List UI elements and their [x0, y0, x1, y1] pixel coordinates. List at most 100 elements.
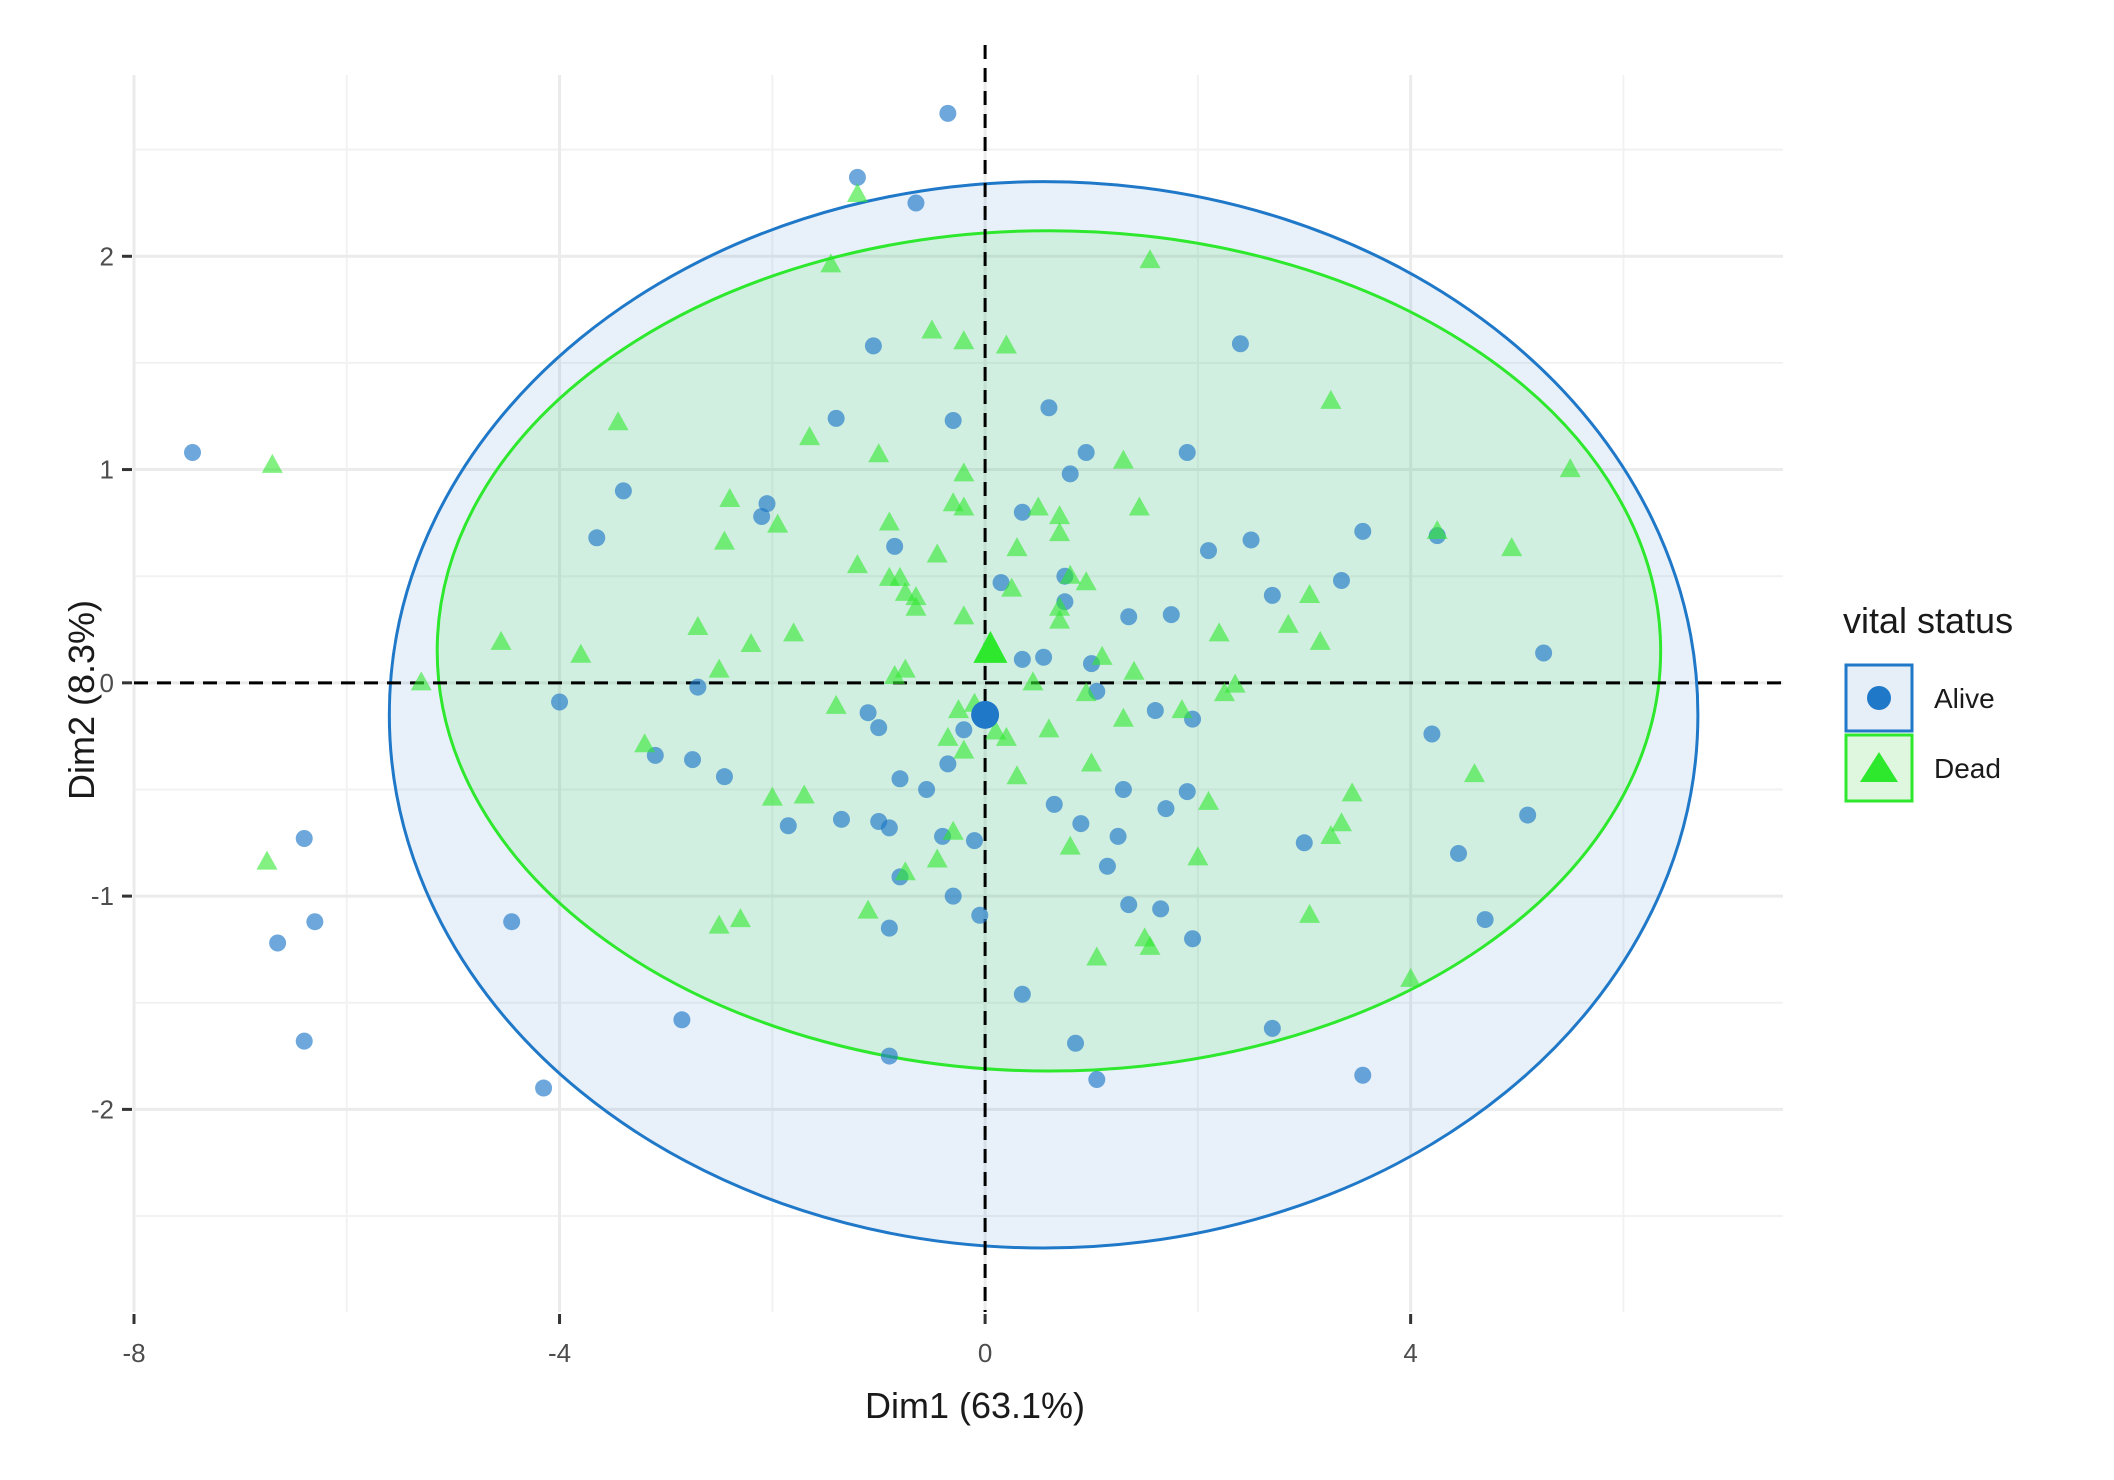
- point-alive: [184, 443, 202, 461]
- x-tick-label: -4: [548, 1338, 571, 1368]
- point-alive: [891, 770, 909, 788]
- point-alive: [1423, 725, 1441, 743]
- point-dead: [1330, 812, 1352, 832]
- point-dead: [1309, 630, 1331, 650]
- point-dead: [1059, 564, 1081, 584]
- point-dead: [793, 784, 815, 804]
- point-dead: [995, 334, 1017, 354]
- point-dead: [767, 513, 789, 533]
- y-tick-label: 1: [100, 455, 114, 485]
- point-dead: [740, 633, 762, 653]
- point-dead: [953, 496, 975, 516]
- point-dead: [1080, 752, 1102, 772]
- point-dead: [1213, 682, 1235, 702]
- point-dead: [884, 665, 906, 685]
- point-dead: [1059, 835, 1081, 855]
- point-alive: [614, 482, 632, 500]
- point-dead: [953, 739, 975, 759]
- point-dead: [1038, 718, 1060, 738]
- point-alive: [1295, 834, 1313, 852]
- point-dead: [1049, 522, 1071, 542]
- point-dead: [857, 899, 879, 919]
- point-dead: [1463, 763, 1485, 783]
- point-dead: [729, 908, 751, 928]
- point-alive: [827, 409, 845, 427]
- point-alive: [859, 704, 877, 722]
- y-axis-title: Dim2 (8.3%): [61, 600, 102, 800]
- y-tick-label: 2: [100, 241, 114, 271]
- point-alive: [1476, 911, 1494, 929]
- legend-marker-alive: [1867, 686, 1891, 710]
- point-dead: [926, 543, 948, 563]
- point-dead: [1187, 846, 1209, 866]
- point-dead: [1426, 520, 1448, 540]
- point-dead: [1299, 903, 1321, 923]
- point-dead: [1320, 389, 1342, 409]
- point-alive: [1146, 702, 1164, 720]
- point-alive: [918, 780, 936, 798]
- point-dead: [1006, 537, 1028, 557]
- x-tick-label: 0: [978, 1338, 992, 1368]
- point-dead: [846, 554, 868, 574]
- point-dead: [1208, 622, 1230, 642]
- point-dead: [1049, 596, 1071, 616]
- point-alive: [939, 104, 957, 122]
- x-tick-label: 4: [1403, 1338, 1417, 1368]
- point-dead: [256, 850, 278, 870]
- point-alive: [1157, 800, 1175, 818]
- point-alive: [880, 819, 898, 837]
- point-alive: [864, 337, 882, 355]
- point-dead: [948, 699, 969, 719]
- point-dead: [820, 253, 842, 273]
- point-alive: [1045, 795, 1063, 813]
- point-alive: [1013, 985, 1031, 1003]
- point-dead: [799, 426, 821, 446]
- point-alive: [1067, 1034, 1085, 1052]
- point-dead: [921, 319, 943, 339]
- point-dead: [846, 183, 868, 203]
- point-dead: [894, 861, 916, 881]
- point-alive: [1013, 503, 1031, 521]
- point-dead: [1139, 249, 1161, 269]
- point-dead: [1400, 967, 1422, 987]
- point-dead: [953, 330, 975, 350]
- point-dead: [761, 786, 783, 806]
- point-alive: [1184, 930, 1202, 948]
- point-alive: [992, 574, 1010, 592]
- point-alive: [1263, 586, 1281, 604]
- point-alive: [306, 913, 324, 931]
- data-points: [184, 104, 1581, 1097]
- point-alive: [965, 832, 983, 850]
- point-alive: [1200, 542, 1218, 560]
- point-dead: [570, 643, 592, 663]
- point-alive: [753, 507, 771, 525]
- point-alive: [1120, 896, 1138, 914]
- legend-label-dead: Dead: [1934, 753, 2001, 784]
- point-dead: [937, 726, 959, 746]
- point-dead: [868, 443, 890, 463]
- point-dead: [261, 453, 283, 473]
- centroid-dead: [973, 630, 1008, 663]
- point-alive: [1242, 531, 1260, 549]
- point-dead: [687, 615, 709, 635]
- point-dead: [995, 726, 1017, 746]
- x-tick-label: -8: [122, 1338, 145, 1368]
- point-dead: [1086, 946, 1108, 966]
- point-alive: [715, 768, 733, 786]
- point-dead: [1075, 571, 1097, 591]
- point-alive: [1013, 650, 1031, 668]
- point-alive: [944, 412, 962, 430]
- point-dead: [1123, 660, 1145, 680]
- point-alive: [1088, 1071, 1106, 1089]
- point-alive: [955, 721, 973, 739]
- point-alive: [588, 529, 606, 547]
- point-dead: [1112, 707, 1134, 727]
- point-alive: [1061, 465, 1079, 483]
- point-alive: [1162, 606, 1180, 624]
- point-alive: [1040, 399, 1058, 417]
- point-dead: [1559, 458, 1581, 478]
- point-alive: [1535, 644, 1553, 662]
- reference-lines: [134, 45, 1783, 1312]
- point-dead: [1001, 577, 1023, 597]
- point-alive: [1332, 571, 1350, 589]
